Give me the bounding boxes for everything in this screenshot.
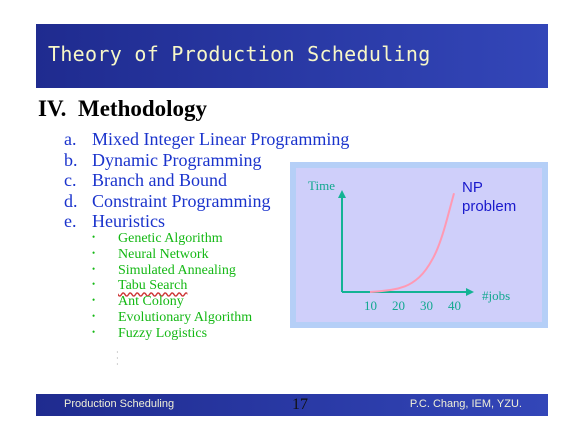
heuristic-label: Tabu Search: [118, 278, 188, 294]
y-axis-label: Time: [308, 178, 335, 193]
list-item: b. Dynamic Programming: [64, 150, 349, 171]
bullet-icon: •: [92, 310, 96, 321]
heuristic-label: Evolutionary Algorithm: [118, 309, 253, 325]
footer-course: Production Scheduling: [64, 398, 175, 410]
x-tick-label: 20: [392, 298, 405, 313]
slide-title: Theory of Production Scheduling: [48, 42, 431, 66]
bullet-icon: •: [92, 247, 96, 258]
chart-area: Time #jobs NP problem 10 20 30 40: [296, 168, 542, 322]
bullet-icon: •: [92, 295, 96, 306]
x-axis-label: #jobs: [482, 288, 510, 303]
bullet-icon: •: [92, 326, 96, 337]
list-item: e. Heuristics: [64, 211, 349, 232]
list-item: d. Constraint Programming: [64, 191, 349, 212]
heuristic-label: Ant Colony: [118, 294, 184, 310]
list-item: • Ant Colony: [92, 294, 252, 310]
chart-svg: Time #jobs NP problem 10 20 30 40: [308, 178, 516, 313]
footer-author: P.C. Chang, IEM, YZU.: [409, 398, 522, 410]
list-letter: b.: [64, 149, 78, 170]
heuristic-label: Neural Network: [118, 246, 209, 262]
heuristic-label: Simulated Annealing: [118, 262, 236, 278]
heuristic-label: Fuzzy Logistics: [118, 325, 208, 341]
list-letter: c.: [64, 170, 77, 190]
x-tick-label: 40: [448, 298, 461, 313]
list-item: • Evolutionary Algorithm: [92, 310, 252, 326]
x-tick-label: 30: [420, 298, 433, 313]
bullet-icon: •: [92, 263, 96, 274]
method-label: Branch and Bound: [92, 170, 227, 190]
list-item: • Fuzzy Logistics: [92, 326, 252, 342]
list-item: • Tabu Search: [92, 278, 252, 294]
method-label: Mixed Integer Linear Programming: [92, 129, 350, 149]
section-number: IV.: [38, 96, 67, 121]
series-line: [369, 192, 455, 293]
heuristic-label: Genetic Algorithm: [118, 231, 223, 246]
heuristic-list: • Genetic Algorithm • Neural Network • Simu…: [92, 231, 252, 342]
method-list: a. Mixed Integer Linear Programming b. Dyn…: [64, 129, 349, 232]
chart-annotation-line: problem: [462, 198, 516, 215]
section-title: Methodology: [78, 96, 208, 121]
list-letter: d.: [64, 190, 78, 211]
section-heading: IV. Methodology: [38, 96, 207, 122]
list-item: • Genetic Algorithm: [92, 231, 252, 247]
title-bar: Theory of Production Scheduling: [36, 24, 548, 88]
list-letter: e.: [64, 211, 77, 231]
method-label: Heuristics: [92, 211, 165, 231]
chart-annotation-line: NP: [462, 179, 483, 196]
method-label: Constraint Programming: [92, 190, 271, 211]
list-item: a. Mixed Integer Linear Programming: [64, 129, 349, 150]
x-tick-label: 10: [364, 298, 377, 313]
list-item: • Neural Network: [92, 247, 252, 263]
method-label: Dynamic Programming: [92, 149, 262, 170]
list-item: • Simulated Annealing: [92, 263, 252, 279]
footer-bar: Production Scheduling 17 P.C. Chang, IEM…: [36, 394, 548, 416]
bullet-icon: •: [92, 279, 96, 290]
x-tick-labels: 10 20 30 40: [364, 298, 461, 313]
page-number: 17: [292, 396, 308, 413]
list-letter: a.: [64, 129, 77, 149]
continuation-dots: · · ·: [116, 348, 119, 369]
np-chart: Time #jobs NP problem 10 20 30 40: [290, 162, 548, 328]
list-item: c. Branch and Bound: [64, 170, 349, 191]
bullet-icon: •: [92, 232, 96, 242]
